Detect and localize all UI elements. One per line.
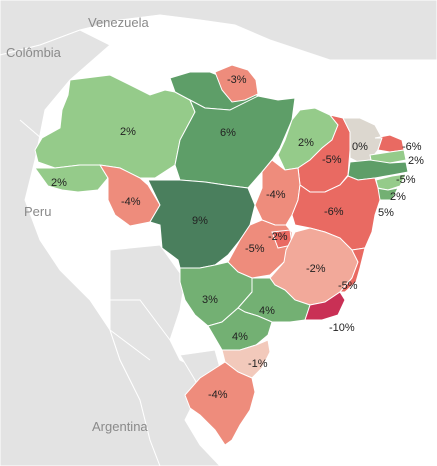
state-es[interactable] — [338, 247, 366, 293]
state-label-al: 2% — [390, 191, 406, 203]
label-peru: Peru — [24, 204, 51, 219]
state-label-rn: -6% — [402, 141, 422, 153]
state-ba[interactable] — [291, 175, 381, 251]
state-label-sc: -1% — [248, 358, 268, 370]
state-label-pi: -5% — [322, 154, 342, 166]
state-ac[interactable] — [34, 164, 109, 193]
state-label-mt: 9% — [192, 215, 208, 227]
state-label-go: -5% — [245, 243, 265, 255]
state-label-pe: -5% — [396, 174, 416, 186]
state-label-pb: 2% — [408, 155, 424, 167]
state-label-sp: 4% — [259, 305, 275, 317]
country-labels: Venezuela Colômbia Peru Argentina — [6, 15, 149, 434]
state-label-df: -2% — [268, 231, 288, 243]
state-label-mg: -2% — [306, 263, 326, 275]
label-venezuela: Venezuela — [88, 15, 149, 30]
state-mt[interactable] — [147, 179, 256, 269]
state-label-pa: 6% — [220, 127, 236, 139]
state-label-se: 5% — [378, 207, 394, 219]
state-label-ma: 2% — [298, 137, 314, 149]
state-label-to: -4% — [266, 189, 286, 201]
state-label-ms: 3% — [202, 294, 218, 306]
state-label-pr: 4% — [232, 331, 248, 343]
state-label-ro: -4% — [121, 196, 141, 208]
state-label-ap: -3% — [227, 74, 247, 86]
state-label-ba: -6% — [324, 206, 344, 218]
state-label-es: -5% — [338, 280, 358, 292]
state-rs[interactable] — [184, 361, 256, 446]
state-ap[interactable] — [214, 64, 259, 103]
state-label-ac: 2% — [51, 177, 67, 189]
state-labels: 2% 6% -3% 2% -4% 9% 2% -5% 0% -6% 2% -5%… — [51, 74, 424, 401]
states-layer — [34, 64, 409, 446]
state-label-rj: -10% — [329, 322, 355, 334]
state-label-ce: 0% — [352, 141, 368, 153]
state-label-am: 2% — [120, 126, 136, 138]
state-rj[interactable] — [304, 291, 346, 321]
state-label-rs: -4% — [208, 389, 228, 401]
label-argentina: Argentina — [92, 419, 148, 434]
label-colombia: Colômbia — [6, 45, 62, 60]
